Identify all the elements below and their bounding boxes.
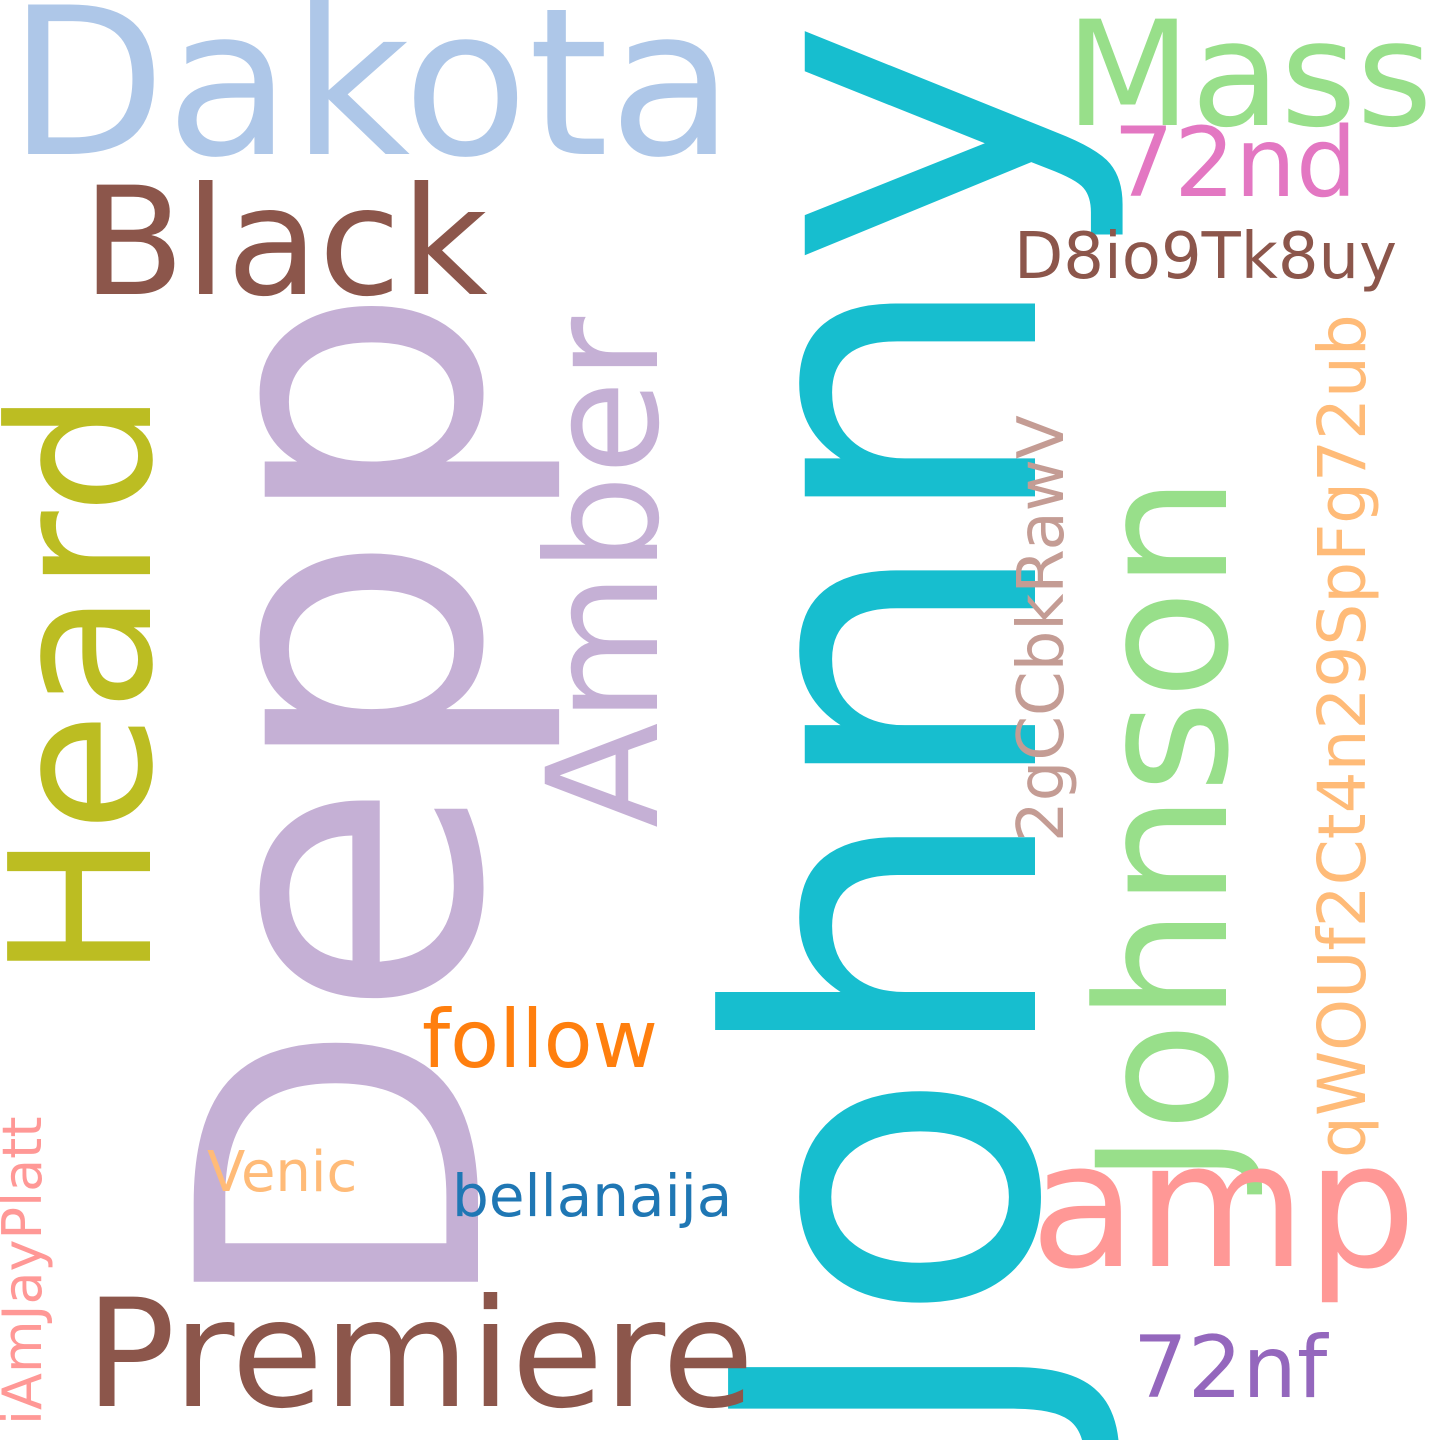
word-qwouf2ct4n29spfg72ub: qWOUf2Ct4n29SpFg72ub: [1304, 314, 1381, 1158]
word-bellanaija: bellanaija: [452, 1162, 733, 1230]
word-2gccbkrawv: 2gCCbkRawV: [1005, 415, 1079, 842]
word-follow: follow: [422, 993, 658, 1086]
word-black: Black: [82, 156, 488, 330]
word-venic: Venic: [207, 1140, 358, 1205]
word-mass: Mass: [1065, 0, 1433, 160]
word-amp: amp: [1030, 1105, 1417, 1308]
word-72nd: 72nd: [1113, 107, 1357, 219]
word-72nf: 72nf: [1133, 1318, 1328, 1418]
word-premiere: Premiere: [85, 1268, 755, 1440]
word-d8io9tk8uy: D8io9Tk8uy: [1014, 220, 1397, 294]
word-iamjayplatt: iAmJayPlatt: [0, 1116, 54, 1425]
word-heard: Heard: [0, 390, 197, 980]
word-johnson: Johnson: [1060, 475, 1269, 1185]
word-amber: Amber: [515, 316, 694, 828]
word-dakota: Dakota: [8, 0, 735, 203]
